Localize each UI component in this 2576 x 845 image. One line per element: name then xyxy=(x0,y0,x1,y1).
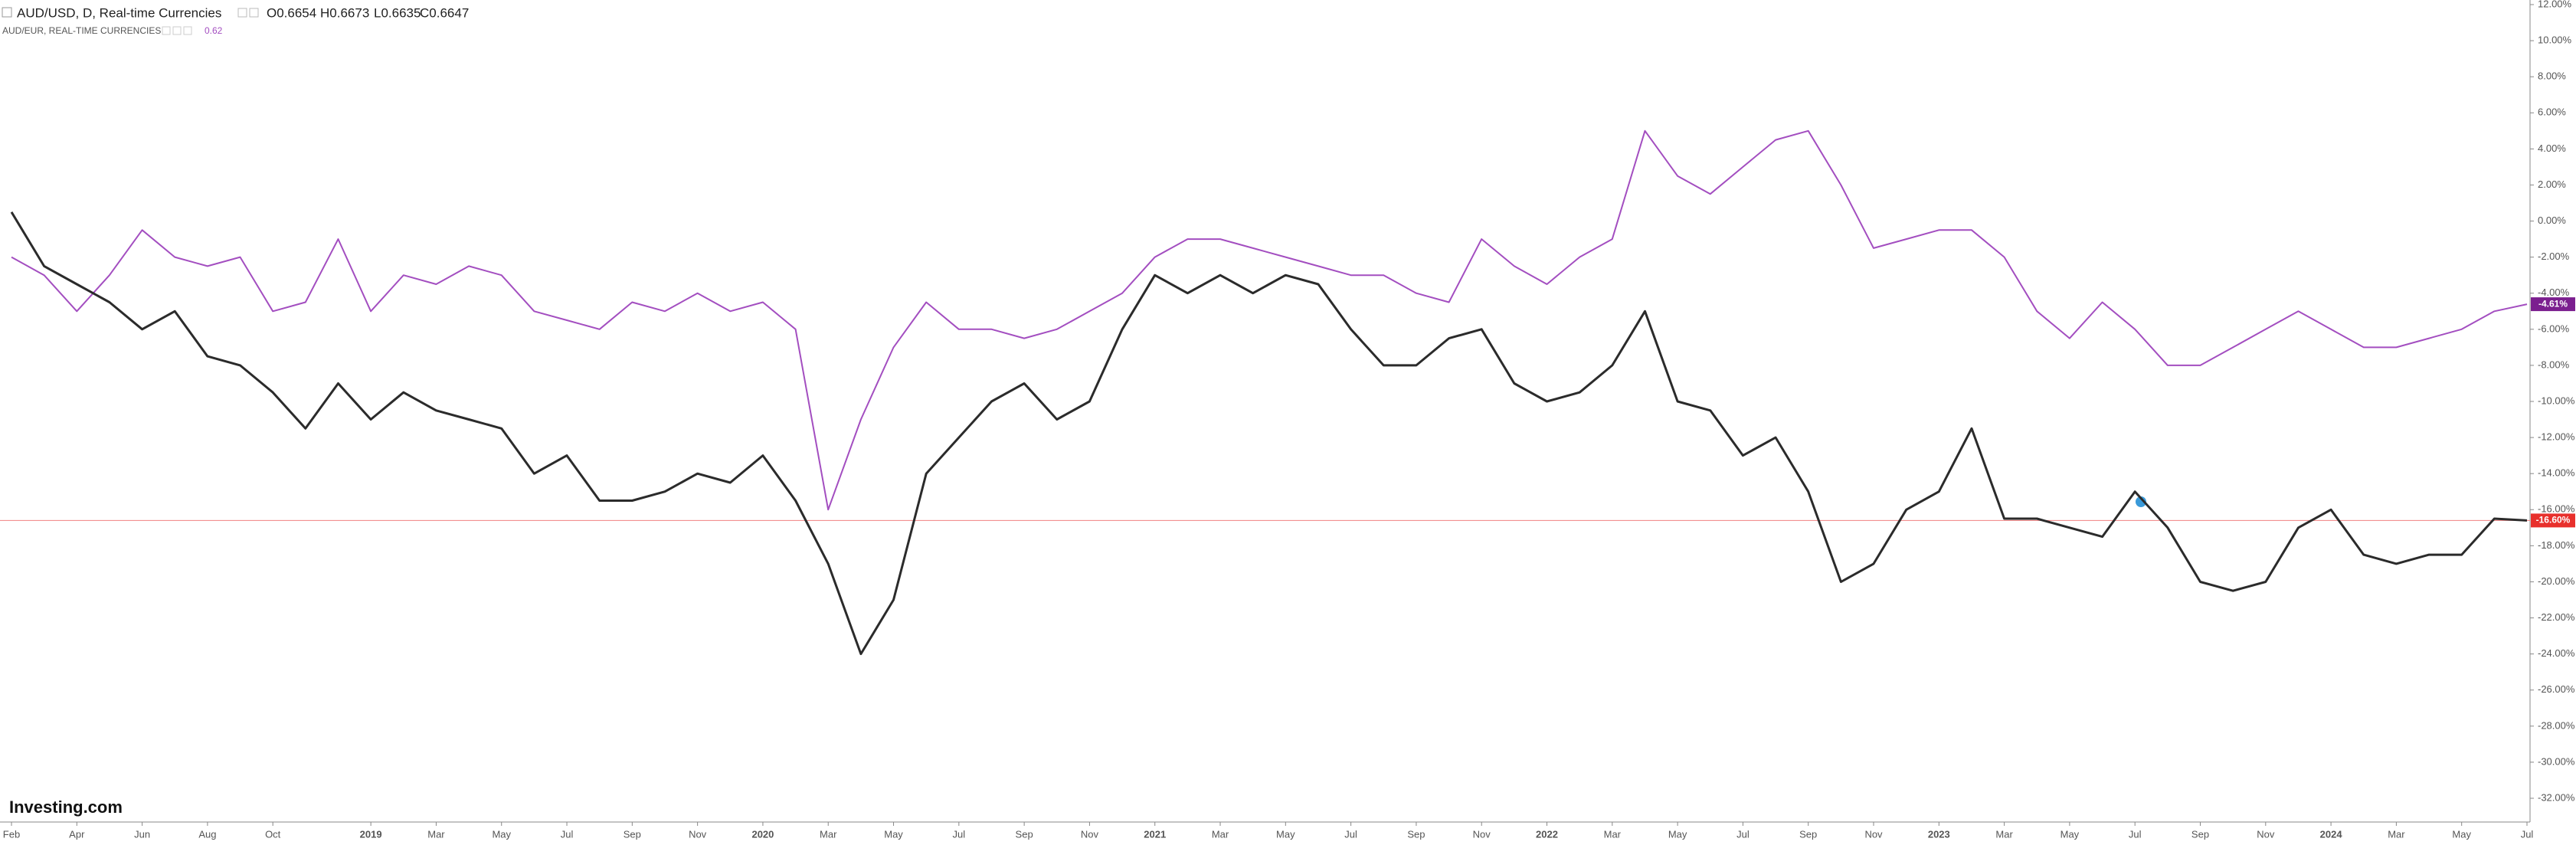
compare-title: AUD/EUR, REAL-TIME CURRENCIES xyxy=(2,25,161,36)
y-tick-label: 8.00% xyxy=(2538,70,2566,82)
y-tick-label: -16.00% xyxy=(2538,503,2575,515)
x-tick-label: May xyxy=(884,828,903,840)
x-tick-label: Jul xyxy=(1736,828,1750,840)
compare-icon[interactable] xyxy=(172,26,182,35)
x-tick-label: Sep xyxy=(1799,828,1817,840)
x-tick-label: Sep xyxy=(2191,828,2209,840)
x-tick-label: Mar xyxy=(820,828,837,840)
compare-icon[interactable] xyxy=(162,26,171,35)
x-tick-label: 2019 xyxy=(360,828,382,840)
x-tick-label: Apr xyxy=(69,828,85,840)
series-line xyxy=(11,129,2528,511)
x-tick-label: 2021 xyxy=(1144,828,1166,840)
x-tick-label: Sep xyxy=(1407,828,1425,840)
series-line xyxy=(10,211,2528,656)
compare-icon[interactable] xyxy=(183,26,192,35)
x-tick-label: Sep xyxy=(1016,828,1033,840)
y-tick-label: -12.00% xyxy=(2538,431,2575,443)
x-tick-label: Oct xyxy=(265,828,281,840)
chart-title: AUD/USD, D, Real-time Currencies xyxy=(17,5,221,20)
x-tick-label: Sep xyxy=(624,828,641,840)
price-tag xyxy=(2531,513,2575,528)
x-tick-label: Jul xyxy=(1344,828,1357,840)
x-tick-label: Mar xyxy=(1995,828,2013,840)
y-tick-label: 12.00% xyxy=(2538,0,2572,9)
x-tick-label: May xyxy=(2060,828,2080,840)
x-tick-label: 2020 xyxy=(751,828,774,840)
y-tick-label: -4.00% xyxy=(2538,287,2570,298)
y-tick-label: -2.00% xyxy=(2538,251,2570,262)
x-tick-label: Nov xyxy=(2257,828,2275,840)
compare-value: 0.62 xyxy=(205,25,223,36)
x-tick-label: 2023 xyxy=(1928,828,1950,840)
y-tick-label: -22.00% xyxy=(2538,611,2575,623)
x-tick-label: 2022 xyxy=(1536,828,1558,840)
ohlc-close: C0.6647 xyxy=(420,5,469,20)
y-tick-label: -20.00% xyxy=(2538,575,2575,587)
ohlc-open: O0.6654 xyxy=(267,5,316,20)
y-tick-label: 2.00% xyxy=(2538,178,2566,190)
close-icon[interactable] xyxy=(249,8,259,18)
y-tick-label: -10.00% xyxy=(2538,395,2575,406)
x-tick-label: Nov xyxy=(1473,828,1491,840)
x-tick-label: 2024 xyxy=(2320,828,2343,840)
event-marker[interactable] xyxy=(2136,496,2146,507)
x-tick-label: Nov xyxy=(689,828,707,840)
x-tick-label: May xyxy=(492,828,511,840)
x-tick-label: May xyxy=(2452,828,2471,840)
x-tick-label: May xyxy=(1668,828,1687,840)
price-tag xyxy=(2531,297,2575,312)
ohlc-high: H0.6673 xyxy=(320,5,369,20)
x-tick-label: Jul xyxy=(561,828,574,840)
logo: Investing.com xyxy=(9,798,123,817)
x-tick-label: May xyxy=(1276,828,1295,840)
y-tick-label: 10.00% xyxy=(2538,34,2572,46)
x-tick-label: Mar xyxy=(2388,828,2405,840)
x-tick-label: Jul xyxy=(2129,828,2142,840)
y-tick-label: 0.00% xyxy=(2538,215,2566,226)
x-tick-label: Aug xyxy=(198,828,216,840)
ohlc-low: L0.6635 xyxy=(374,5,421,20)
x-tick-label: Feb xyxy=(3,828,20,840)
x-tick-label: Nov xyxy=(1864,828,1883,840)
price-tag-label: -4.61% xyxy=(2538,298,2568,309)
settings-icon[interactable] xyxy=(237,8,247,18)
y-tick-label: -28.00% xyxy=(2538,719,2575,731)
y-tick-label: -8.00% xyxy=(2538,359,2570,370)
x-tick-label: Jul xyxy=(953,828,966,840)
y-tick-label: -30.00% xyxy=(2538,755,2575,767)
x-tick-label: Mar xyxy=(1604,828,1622,840)
y-tick-label: -26.00% xyxy=(2538,683,2575,695)
collapse-icon[interactable] xyxy=(2,7,12,18)
y-tick-label: 4.00% xyxy=(2538,142,2566,154)
x-tick-label: Mar xyxy=(1212,828,1229,840)
x-tick-label: Jul xyxy=(2521,828,2534,840)
y-tick-label: -6.00% xyxy=(2538,323,2570,334)
price-tag-label: -16.60% xyxy=(2536,515,2571,526)
y-tick-label: 6.00% xyxy=(2538,106,2566,118)
y-tick-label: -18.00% xyxy=(2538,539,2575,551)
y-tick-label: -32.00% xyxy=(2538,791,2575,803)
x-tick-label: Jun xyxy=(134,828,150,840)
x-tick-label: Mar xyxy=(427,828,445,840)
y-tick-label: -24.00% xyxy=(2538,647,2575,659)
x-tick-label: Nov xyxy=(1081,828,1099,840)
y-tick-label: -14.00% xyxy=(2538,467,2575,479)
